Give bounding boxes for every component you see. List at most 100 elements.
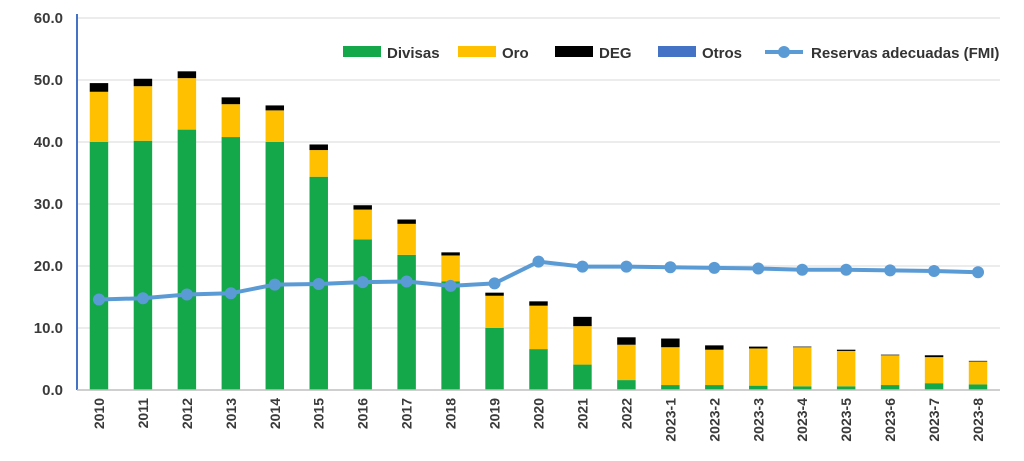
legend-swatch xyxy=(658,46,696,57)
bar-deg xyxy=(485,292,504,296)
bar-divisas xyxy=(353,239,372,390)
bar-oro xyxy=(661,347,680,386)
x-tick-label: 2019 xyxy=(487,398,503,429)
adequate-reserves-line xyxy=(92,255,985,306)
line-point xyxy=(928,264,941,277)
bar-oro xyxy=(968,361,988,385)
legend-swatch xyxy=(343,46,381,57)
bar-divisas xyxy=(836,386,856,390)
line-point xyxy=(752,262,765,275)
line-point xyxy=(444,279,457,292)
axes: 0.0 10.0 20.0 30.0 40.0 50.0 60.0 2010 2011 2012 2… xyxy=(34,10,1000,442)
x-tick-label: 2023-8 xyxy=(970,398,986,442)
x-tick-label: 2016 xyxy=(355,398,371,429)
bar-deg xyxy=(617,337,636,345)
bar-deg xyxy=(221,97,241,105)
bar-divisas xyxy=(485,328,504,390)
bar-oro xyxy=(441,255,460,282)
legend-label: Oro xyxy=(502,45,529,62)
y-tick-label: 10.0 xyxy=(34,320,63,337)
x-tick-label: 2021 xyxy=(574,398,590,429)
bar-deg xyxy=(705,345,724,350)
legend-swatch xyxy=(458,46,496,57)
bar-divisas xyxy=(221,137,241,390)
x-tick-label: 2014 xyxy=(267,398,283,429)
bar-deg xyxy=(265,105,285,111)
x-tick-label: 2023-4 xyxy=(794,398,810,442)
bar-deg xyxy=(177,71,197,79)
bar-oro xyxy=(880,355,900,386)
x-tick-label: 2017 xyxy=(399,398,415,429)
bar-deg xyxy=(880,354,900,356)
bar-divisas xyxy=(573,364,592,390)
legend-label: Reservas adecuadas (FMI) xyxy=(811,45,999,62)
bars xyxy=(89,71,988,390)
bar-divisas xyxy=(397,254,416,390)
bar-divisas xyxy=(441,281,460,390)
bar-oro xyxy=(617,344,636,381)
y-tick-label: 0.0 xyxy=(42,382,63,399)
y-tick-label: 40.0 xyxy=(34,134,63,151)
line-point xyxy=(92,293,105,306)
x-tick-label: 2015 xyxy=(311,398,327,429)
line-point xyxy=(356,276,369,289)
bar-divisas xyxy=(880,385,900,390)
bar-oro xyxy=(265,110,285,142)
bar-oro xyxy=(397,223,416,255)
legend: Divisas Oro DEG Otros Reservas adecuadas (FM… xyxy=(343,45,999,62)
bar-oro xyxy=(924,357,944,384)
line-point xyxy=(840,263,853,276)
x-tick-label: 2018 xyxy=(443,398,459,429)
bar-oro xyxy=(309,150,328,177)
bar-deg xyxy=(968,360,988,362)
y-tick-label: 50.0 xyxy=(34,72,63,89)
legend-label: Otros xyxy=(702,45,742,62)
bar-deg xyxy=(353,205,372,210)
bar-oro xyxy=(749,348,768,386)
x-tick-label: 2023-7 xyxy=(926,398,942,442)
line-point xyxy=(620,260,633,273)
bar-divisas xyxy=(529,349,548,390)
line-point xyxy=(972,266,985,279)
bar-oro xyxy=(221,104,241,138)
x-tick-label: 2023-6 xyxy=(882,398,898,442)
line-point xyxy=(576,260,589,273)
line-point xyxy=(224,287,237,300)
line-point xyxy=(136,292,149,305)
bar-oro xyxy=(353,209,372,240)
legend-label: DEG xyxy=(599,45,632,62)
line-point xyxy=(268,278,281,291)
line-point xyxy=(532,255,545,268)
x-tick-label: 2012 xyxy=(179,398,195,429)
legend-label: Divisas xyxy=(387,45,440,62)
x-tick-label: 2023-2 xyxy=(706,398,722,442)
bar-deg xyxy=(133,78,153,87)
line-point xyxy=(312,277,325,290)
bar-divisas xyxy=(133,140,153,390)
line-point xyxy=(400,275,413,288)
line-point xyxy=(664,261,677,274)
bar-divisas xyxy=(968,384,988,390)
bar-divisas xyxy=(792,386,812,390)
bar-deg xyxy=(529,301,548,306)
bar-divisas xyxy=(89,142,109,390)
bar-oro xyxy=(133,86,153,141)
bar-divisas xyxy=(749,385,768,390)
bar-oro xyxy=(792,347,812,387)
bar-oro xyxy=(89,91,109,142)
legend-swatch xyxy=(555,46,593,57)
bar-oro xyxy=(705,349,724,386)
line-point xyxy=(796,263,809,276)
x-tick-label: 2023-1 xyxy=(662,398,678,442)
bar-deg xyxy=(89,83,109,92)
bar-oro xyxy=(573,326,592,365)
bar-divisas xyxy=(617,380,636,390)
bar-deg xyxy=(573,316,592,327)
x-tick-label: 2020 xyxy=(531,398,547,429)
line-point xyxy=(884,264,897,277)
bar-divisas xyxy=(661,385,680,390)
y-tick-label: 20.0 xyxy=(34,258,63,275)
bar-deg xyxy=(397,219,416,224)
bar-divisas xyxy=(924,383,944,390)
